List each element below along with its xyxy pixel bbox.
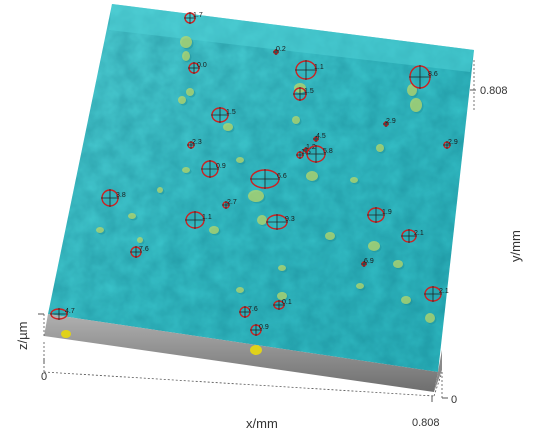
marker-label: 0.9 — [216, 163, 226, 170]
surface-blob — [180, 36, 194, 50]
particle-marker: 7.6 — [239, 306, 258, 318]
marker-label: 7.6 — [139, 246, 149, 253]
particle-marker: 3.8 — [101, 189, 126, 207]
marker-label: 6.9 — [364, 258, 374, 265]
marker-label: 2.7 — [227, 199, 237, 206]
y-axis-zero: 0 — [451, 394, 457, 406]
surface-blob — [401, 296, 413, 306]
surface-blob — [223, 123, 235, 133]
particle-marker: 2.3 — [187, 139, 202, 149]
marker-label: 4.5 — [316, 133, 326, 140]
particle-marker: 6.9 — [361, 258, 374, 267]
particle-marker: 1.1 — [185, 211, 212, 229]
surface-blob — [376, 144, 386, 154]
particle-marker: 5.8 — [306, 145, 333, 163]
marker-label: 1.9 — [382, 209, 392, 216]
surface-blob — [236, 157, 246, 165]
bounding-box — [43, 60, 475, 400]
surface-blob — [248, 190, 266, 204]
marker-label: 7.6 — [248, 306, 258, 313]
particle-marker: 8.6 — [409, 65, 438, 89]
surface-blob — [186, 88, 196, 98]
marker-label: 2.9 — [386, 118, 396, 125]
marker-label: 5.8 — [323, 148, 333, 155]
particle-marker: 7.6 — [130, 246, 149, 258]
surface-blob — [325, 232, 337, 242]
particle-marker: 0.1 — [273, 299, 292, 310]
marker-label: 1.1 — [202, 214, 212, 221]
particle-marker: 2.9 — [443, 139, 458, 149]
particle-marker: 0.9 — [201, 160, 226, 178]
particle-marker: 1.1 — [295, 60, 324, 80]
surface-blob — [350, 177, 360, 185]
marker-label: 8.6 — [428, 71, 438, 78]
surface-blob — [368, 241, 382, 253]
particle-marker: 1.7 — [184, 12, 203, 24]
surface-blob — [236, 287, 246, 295]
particle-marker: 1.5 — [293, 87, 314, 101]
particle-marker: 2.1 — [401, 229, 424, 243]
particle-marker: 2.1 — [424, 286, 449, 302]
particle-marker: 4.7 — [50, 308, 75, 320]
y-axis-max: 0.808 — [480, 85, 508, 97]
surface-features — [96, 36, 437, 325]
particle-marker: 0.0 — [188, 62, 207, 74]
marker-label: 0.2 — [276, 46, 286, 53]
marker-label: 9.3 — [285, 216, 295, 223]
surface-blob — [137, 237, 145, 245]
marker-label: 0.9 — [259, 324, 269, 331]
x-axis-min: 0 — [41, 371, 47, 383]
surface-blob — [278, 265, 288, 273]
marker-label: 1.1 — [314, 64, 324, 71]
x-axis-max: 0.808 — [412, 417, 440, 429]
particle-marker: 2.9 — [383, 118, 396, 127]
particle-marker: 1.5 — [211, 107, 236, 123]
marker-label: 2.9 — [448, 139, 458, 146]
particle-marker: 0.9 — [250, 324, 269, 336]
marker-label: 0.0 — [197, 62, 207, 69]
marker-label: 6.6 — [277, 173, 287, 180]
surface-blob — [257, 215, 269, 227]
surface-blob — [393, 260, 405, 270]
marker-label: 2.1 — [414, 230, 424, 237]
surface-blob — [182, 167, 192, 175]
marker-label: 3.8 — [116, 192, 126, 199]
marker-label: 1.7 — [193, 12, 203, 19]
particle-marker: 2.7 — [222, 199, 237, 209]
x-axis-label: x/mm — [246, 416, 278, 431]
surface-blob — [157, 187, 165, 195]
marker-label: 2.3 — [192, 139, 202, 146]
particle-marker: 0.2 — [273, 46, 286, 55]
particle-markers: 1.70.20.01.18.61.52.92.92.31.54.51.51.25… — [50, 12, 458, 336]
particle-marker: 6.6 — [250, 169, 287, 189]
surface-blob — [128, 213, 138, 221]
edge-highlights — [61, 330, 262, 355]
surface-blob — [410, 98, 424, 114]
surface-blob — [182, 51, 192, 63]
marker-label: 2.1 — [439, 288, 449, 295]
surface-blob — [277, 292, 289, 302]
y-axis-label: y/mm — [508, 230, 523, 262]
surface-blob — [96, 227, 106, 235]
surface-blob — [356, 283, 366, 291]
marker-label: 1.5 — [226, 109, 236, 116]
z-axis-label: z/µm — [15, 322, 30, 350]
marker-label: 0.1 — [282, 299, 292, 306]
particle-marker: 9.3 — [266, 214, 295, 230]
surface-blob — [292, 116, 302, 126]
marker-label: 4.7 — [65, 308, 75, 315]
front-wall — [44, 314, 442, 392]
particle-marker: 4.5 — [313, 133, 326, 142]
axis-ticks — [38, 89, 476, 402]
surface-blob — [209, 226, 221, 236]
surface-blob — [425, 313, 437, 325]
surface-blob — [178, 96, 188, 106]
marker-label: 1.5 — [304, 88, 314, 95]
surface-blob — [306, 171, 320, 183]
particle-marker: 1.9 — [367, 207, 392, 223]
